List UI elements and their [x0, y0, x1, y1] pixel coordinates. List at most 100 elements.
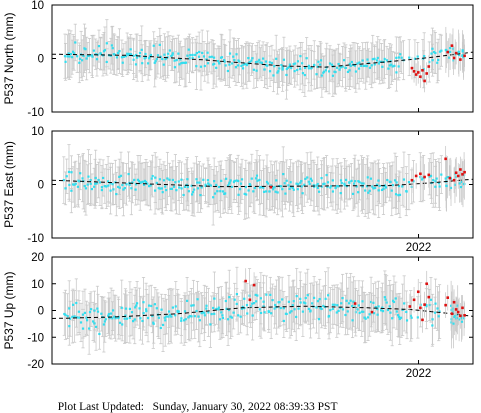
data-point	[333, 303, 336, 306]
data-point	[330, 185, 333, 188]
data-point	[355, 185, 358, 188]
data-point	[301, 310, 304, 313]
data-point	[117, 185, 120, 189]
data-point	[339, 192, 342, 195]
data-point	[158, 43, 161, 46]
data-point	[224, 64, 227, 67]
data-point	[431, 324, 434, 327]
data-point	[268, 61, 271, 64]
data-point	[358, 180, 361, 184]
data-point	[108, 316, 111, 320]
recent-point	[414, 73, 418, 76]
data-point	[396, 314, 400, 317]
recent-point	[425, 72, 428, 75]
data-point	[270, 61, 274, 65]
data-point	[403, 302, 406, 305]
data-point	[288, 63, 291, 66]
data-point	[256, 294, 259, 297]
data-point	[175, 59, 178, 62]
data-point	[391, 65, 394, 68]
data-point	[169, 187, 172, 190]
data-point	[292, 188, 295, 191]
data-point	[315, 184, 318, 187]
data-point	[160, 308, 163, 311]
data-point	[84, 187, 88, 190]
data-point	[434, 180, 437, 183]
data-point	[462, 317, 466, 320]
data-point	[252, 190, 255, 193]
data-point	[281, 298, 284, 301]
data-point	[374, 186, 377, 190]
data-point	[167, 310, 171, 313]
data-point	[255, 69, 258, 72]
data-point	[154, 176, 157, 179]
data-point	[291, 304, 294, 307]
data-point	[328, 70, 331, 73]
plot-area	[52, 19, 473, 100]
data-point	[146, 182, 149, 185]
data-point	[373, 57, 376, 60]
data-point	[86, 183, 89, 186]
data-point	[151, 174, 154, 178]
data-point	[129, 53, 133, 56]
data-point	[295, 315, 298, 319]
data-point	[105, 185, 108, 188]
data-point	[78, 61, 81, 64]
data-point	[310, 179, 313, 182]
data-point	[270, 312, 273, 315]
data-point	[405, 319, 409, 322]
data-point	[252, 68, 255, 71]
data-point	[161, 323, 165, 327]
data-point	[171, 52, 174, 55]
data-point	[220, 311, 223, 314]
data-point	[85, 316, 88, 319]
data-point	[460, 180, 464, 183]
data-point	[114, 317, 117, 320]
data-point	[95, 58, 99, 61]
data-point	[67, 52, 70, 55]
data-point	[387, 67, 390, 70]
data-point	[394, 193, 398, 196]
data-point	[124, 314, 127, 317]
data-point	[372, 301, 375, 304]
data-point	[155, 181, 158, 185]
data-point	[293, 308, 296, 311]
data-point	[344, 313, 347, 317]
data-point	[94, 325, 98, 328]
data-point	[161, 58, 164, 61]
data-point	[225, 177, 228, 180]
data-point	[262, 305, 265, 308]
data-point	[271, 188, 275, 191]
data-point	[142, 301, 145, 304]
data-point	[240, 307, 244, 310]
data-point	[317, 318, 321, 321]
data-point	[374, 306, 377, 309]
data-point	[144, 52, 147, 56]
data-point	[436, 61, 439, 64]
data-point	[199, 194, 202, 197]
data-point	[339, 66, 342, 69]
data-point	[251, 314, 254, 317]
data-point	[398, 317, 401, 321]
data-point	[201, 311, 204, 314]
data-point	[386, 178, 389, 182]
data-point	[94, 53, 97, 56]
data-point	[460, 320, 464, 323]
data-point	[362, 64, 365, 68]
data-point	[144, 308, 148, 311]
data-point	[118, 321, 122, 324]
recent-point	[444, 303, 447, 307]
recent-point	[419, 306, 422, 310]
data-point	[212, 306, 215, 310]
data-point	[347, 302, 351, 305]
data-point	[398, 193, 402, 196]
data-point	[182, 193, 185, 197]
data-point	[267, 310, 270, 314]
data-point	[360, 64, 363, 67]
data-point	[186, 299, 189, 302]
data-point	[322, 70, 326, 73]
data-point	[155, 58, 158, 61]
data-point	[68, 325, 71, 328]
data-point	[81, 313, 85, 316]
data-point	[317, 60, 320, 63]
